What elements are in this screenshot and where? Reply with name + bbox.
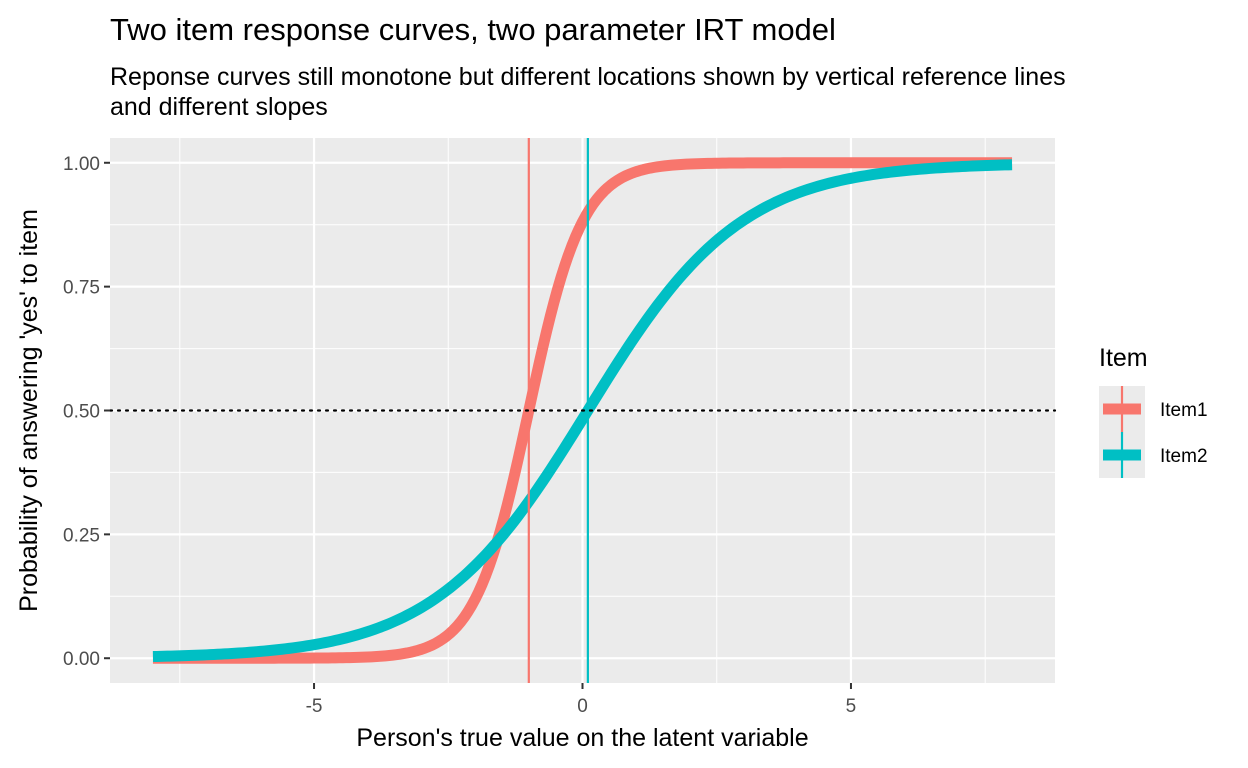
y-tick-label: 0.00 — [63, 649, 100, 670]
subtitle-line-2: and different slopes — [110, 93, 328, 121]
legend-label-item2: Item2 — [1160, 446, 1208, 467]
subtitle-line-1: Reponse curves still monotone but differ… — [110, 63, 1066, 91]
y-axis-title: Probability of answering 'yes' to item — [15, 209, 43, 612]
y-tick-label: 0.50 — [63, 402, 100, 423]
y-tick-label: 0.75 — [63, 278, 100, 299]
x-tick-label: 5 — [846, 696, 857, 717]
legend-label-item1: Item1 — [1160, 400, 1208, 421]
legend-title: Item — [1099, 344, 1148, 372]
series-line-item1 — [151, 157, 1014, 664]
y-tick-label: 1.00 — [63, 154, 100, 175]
legend: Item Item1 Item2 — [1099, 344, 1208, 478]
chart-subtitle: Reponse curves still monotone but differ… — [110, 62, 1240, 122]
x-tick-label: -5 — [306, 696, 323, 717]
series-line-item2 — [151, 159, 1014, 663]
x-tick-label: 0 — [577, 696, 588, 717]
y-tick-label: 0.25 — [63, 525, 100, 546]
x-axis-title: Person's true value on the latent variab… — [356, 724, 808, 752]
chart-title: Two item response curves, two parameter … — [110, 12, 836, 47]
